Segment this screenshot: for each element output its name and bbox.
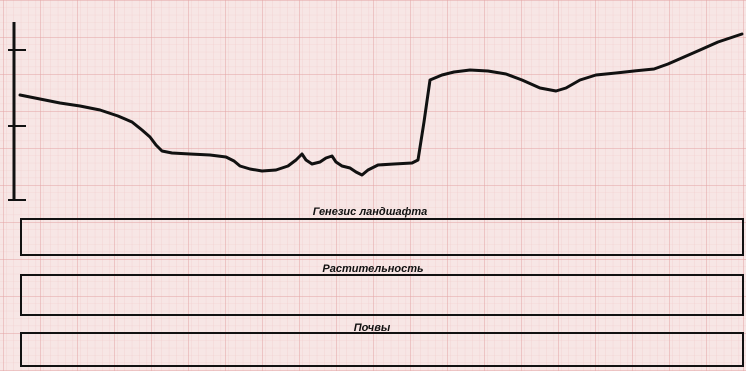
elevation-axis	[8, 22, 26, 201]
band-box-landscape-genesis	[20, 218, 744, 256]
band-label-vegetation: Растительность	[322, 263, 423, 275]
band-box-soils	[20, 332, 744, 367]
band-box-vegetation	[20, 274, 744, 316]
band-landscape-genesis: Генезис ландшафта	[20, 206, 744, 256]
band-vegetation: Растительность	[20, 263, 744, 316]
relief-profile-line	[18, 32, 744, 177]
band-label-landscape-genesis: Генезис ландшафта	[313, 206, 428, 218]
band-label-soils: Почвы	[354, 322, 391, 334]
band-soils: Почвы	[20, 322, 744, 367]
